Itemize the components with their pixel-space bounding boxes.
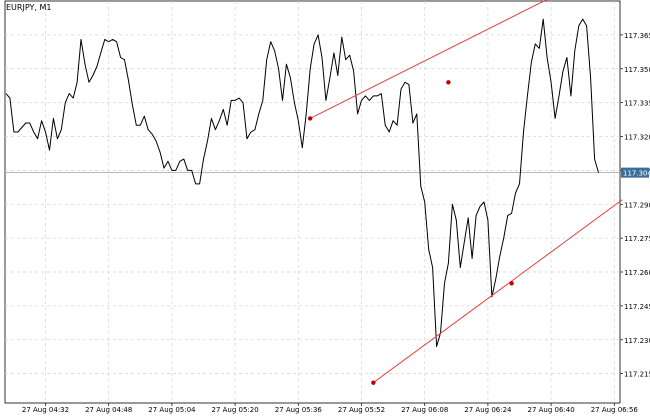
- current-price-label: 117.304: [623, 170, 650, 178]
- trendline-anchor-point[interactable]: [446, 80, 451, 85]
- price-series-line: [5, 18, 599, 347]
- y-tick-label: 117.215: [624, 371, 650, 379]
- x-tick-label: 27 Aug 05:52: [338, 406, 385, 414]
- plot-frame: [4, 0, 621, 404]
- trendline-anchor-point[interactable]: [371, 380, 376, 385]
- trendline-anchor-point[interactable]: [307, 116, 313, 121]
- y-tick-label: 117.350: [624, 66, 650, 74]
- trendline-anchor-point[interactable]: [509, 281, 514, 286]
- y-tick-label: 117.245: [624, 303, 650, 311]
- y-tick-label: 117.275: [624, 235, 650, 243]
- x-tick-label: 27 Aug 06:24: [464, 406, 512, 414]
- y-tick-label: 117.230: [624, 337, 650, 345]
- y-tick-label: 117.335: [624, 100, 650, 108]
- current-price-tag: [621, 167, 649, 178]
- y-tick-label: 117.260: [624, 269, 650, 277]
- y-tick-label: 117.320: [624, 134, 650, 142]
- trendline-upper[interactable]: [309, 0, 571, 119]
- y-tick-label: 117.365: [624, 32, 650, 40]
- x-tick-label: 27 Aug 05:20: [211, 406, 258, 414]
- x-tick-label: 27 Aug 05:04: [148, 406, 196, 414]
- x-tick-label: 27 Aug 06:08: [401, 406, 448, 414]
- x-tick-label: 27 Aug 04:32: [22, 406, 69, 414]
- x-tick-label: 27 Aug 06:40: [527, 406, 574, 414]
- trendline-lower[interactable]: [373, 199, 623, 384]
- y-tick-label: 117.290: [624, 201, 650, 209]
- symbol-label: EURJPY, M1: [6, 3, 52, 12]
- x-tick-label: 27 Aug 06:56: [591, 406, 639, 414]
- x-tick-label: 27 Aug 05:36: [275, 406, 323, 414]
- x-tick-label: 27 Aug 04:48: [85, 406, 132, 414]
